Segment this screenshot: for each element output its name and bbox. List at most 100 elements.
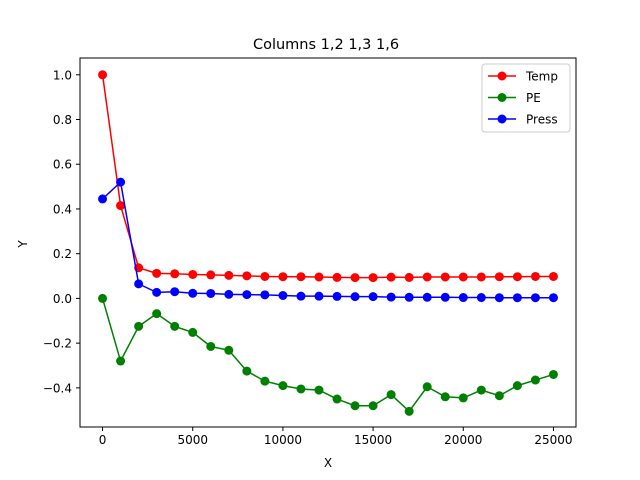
data-point [530, 271, 540, 281]
data-point [206, 341, 216, 351]
chart-title: Columns 1,2 1,3 1,6 [253, 37, 399, 53]
plot-frame [79, 57, 577, 428]
data-point [260, 376, 270, 386]
data-point [134, 279, 144, 289]
data-point [296, 291, 306, 301]
data-point [314, 385, 324, 395]
data-point [242, 271, 252, 281]
axes-layer: 0 5000 10000 15000 20000 25000 −0.4 −0.2 0.0 0.2 0… [43, 57, 577, 447]
data-point [404, 406, 414, 416]
data-point [278, 272, 288, 282]
data-point [350, 273, 360, 283]
legend: Temp PE Press [481, 63, 571, 133]
data-point [512, 293, 522, 303]
data-point [242, 290, 252, 300]
data-point [152, 309, 162, 319]
data-point [206, 288, 216, 298]
data-point [314, 272, 324, 282]
x-tick-label: 20000 [444, 433, 482, 447]
data-point [224, 289, 234, 299]
data-point [98, 70, 108, 80]
x-tick-label: 25000 [534, 433, 572, 447]
data-point [422, 292, 432, 302]
data-point [458, 393, 468, 403]
data-point [116, 177, 126, 187]
data-point [530, 293, 540, 303]
data-point [440, 272, 450, 282]
data-point [404, 272, 414, 282]
data-point [278, 381, 288, 391]
series-layer [98, 70, 558, 416]
x-tick-label: 10000 [264, 433, 302, 447]
data-point [116, 201, 126, 211]
data-point [368, 273, 378, 283]
data-point [98, 293, 108, 303]
data-point [152, 268, 162, 278]
x-tick-label: 5000 [177, 433, 208, 447]
data-point [422, 382, 432, 392]
y-tick-label: 0.4 [53, 202, 72, 216]
y-tick-label: 0.8 [53, 113, 72, 127]
y-tick-label: 0.0 [53, 292, 72, 306]
data-point [350, 401, 360, 411]
data-point [440, 292, 450, 302]
data-point [476, 272, 486, 282]
data-point [188, 269, 198, 279]
series-press [98, 177, 558, 303]
data-point [332, 394, 342, 404]
legend-item-temp: Temp [488, 70, 558, 84]
legend-label: PE [526, 91, 541, 105]
data-point [314, 291, 324, 301]
data-point [404, 292, 414, 302]
legend-label: Temp [525, 70, 558, 84]
data-point [548, 369, 558, 379]
data-point [494, 293, 504, 303]
data-point [350, 292, 360, 302]
data-point [386, 272, 396, 282]
data-point [296, 272, 306, 282]
data-point [260, 271, 270, 281]
data-point [368, 401, 378, 411]
data-point [494, 391, 504, 401]
series-temp [98, 70, 558, 283]
data-point [548, 271, 558, 281]
legend-swatch-marker [497, 71, 507, 81]
data-point [134, 321, 144, 331]
data-point [278, 291, 288, 300]
data-point [224, 270, 234, 280]
data-point [512, 381, 522, 391]
data-point [170, 269, 180, 279]
legend-label: Press [526, 113, 558, 127]
data-point [530, 375, 540, 385]
y-tick-label: 1.0 [53, 68, 72, 82]
data-point [476, 385, 486, 395]
data-point [332, 291, 342, 301]
data-point [152, 287, 162, 297]
x-tick-label: 0 [99, 433, 107, 447]
y-tick-label: 0.2 [53, 247, 72, 261]
data-point [188, 288, 198, 298]
data-point [476, 293, 486, 303]
series-pe [98, 293, 558, 416]
data-point [332, 272, 342, 282]
data-point [494, 272, 504, 282]
y-tick-label: 0.6 [53, 158, 72, 172]
y-tick-label: −0.4 [43, 381, 72, 395]
legend-item-press: Press [488, 113, 558, 127]
data-point [98, 194, 108, 204]
x-axis-label: X [324, 456, 332, 470]
data-point [458, 272, 468, 282]
data-point [368, 292, 378, 302]
data-point [296, 384, 306, 394]
data-point [170, 287, 180, 297]
data-point [440, 392, 450, 402]
data-point [116, 356, 126, 366]
data-point [422, 272, 432, 282]
x-tick-label: 15000 [354, 433, 392, 447]
data-point [242, 366, 252, 376]
data-point [386, 390, 396, 400]
legend-swatch-marker [497, 114, 507, 124]
data-point [224, 345, 234, 355]
legend-item-pe: PE [488, 91, 541, 105]
